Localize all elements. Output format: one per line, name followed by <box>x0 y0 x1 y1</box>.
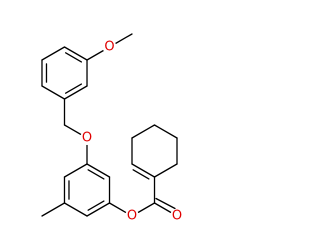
label-bg <box>80 131 94 145</box>
bond <box>131 163 156 178</box>
label-bg <box>125 209 139 223</box>
label-bg <box>170 209 184 223</box>
atom-label: O <box>82 131 92 146</box>
bond <box>64 83 83 94</box>
bond <box>63 46 88 61</box>
bond <box>87 169 105 180</box>
bonds <box>41 33 178 217</box>
bond <box>63 85 88 100</box>
atom-label: O <box>172 209 182 224</box>
bond <box>41 85 66 100</box>
bond <box>153 163 178 178</box>
bond <box>132 169 150 180</box>
bond <box>63 163 88 178</box>
bond <box>86 163 111 178</box>
bond <box>155 197 176 210</box>
bond <box>87 200 105 211</box>
bond <box>131 124 156 139</box>
atom-label: O <box>104 40 114 55</box>
atom-labels: O O O O <box>80 40 184 224</box>
bond <box>86 202 111 217</box>
bond <box>63 202 88 217</box>
structure-diagram: O O O O <box>41 33 184 224</box>
atom-label: O <box>127 209 137 224</box>
label-bg <box>102 40 117 54</box>
bond <box>41 202 66 217</box>
bond <box>41 46 66 61</box>
bond <box>153 124 178 139</box>
bond <box>64 52 83 63</box>
